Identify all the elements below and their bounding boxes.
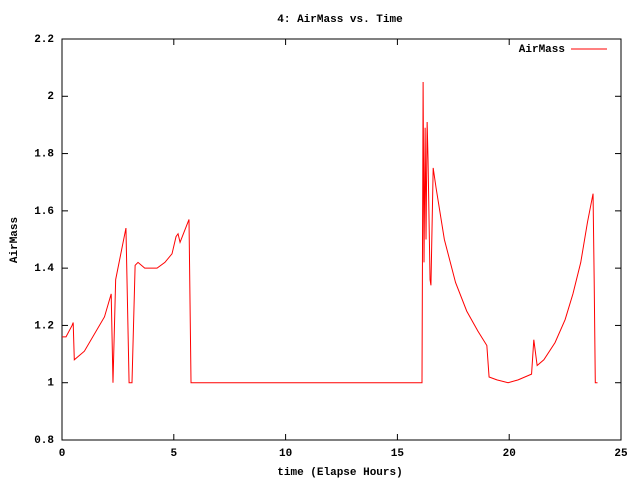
y-tick-label: 1.4 bbox=[34, 263, 54, 275]
plot-frame bbox=[61, 38, 622, 441]
y-axis-label: AirMass bbox=[9, 217, 21, 263]
legend-label: AirMass bbox=[519, 44, 565, 56]
x-tick-label: 10 bbox=[279, 448, 292, 460]
x-axis-label: time (Elapse Hours) bbox=[277, 467, 402, 479]
y-tick-label: 2 bbox=[47, 91, 54, 103]
y-tick-label: 1 bbox=[47, 378, 54, 390]
x-tick-label: 25 bbox=[614, 448, 628, 460]
x-tick-label: 20 bbox=[503, 448, 516, 460]
x-tick-label: 5 bbox=[170, 448, 177, 460]
y-tick-label: 1.8 bbox=[34, 148, 54, 160]
chart-title: 4: AirMass vs. Time bbox=[277, 14, 403, 26]
x-tick-label: 15 bbox=[391, 448, 405, 460]
y-tick-label: 2.2 bbox=[34, 34, 54, 46]
y-tick-label: 1.6 bbox=[34, 206, 54, 218]
y-tick-label: 1.2 bbox=[34, 320, 54, 332]
data-line bbox=[62, 81, 598, 384]
x-tick-label: 0 bbox=[59, 448, 66, 460]
y-tick-label: 0.8 bbox=[34, 435, 54, 447]
